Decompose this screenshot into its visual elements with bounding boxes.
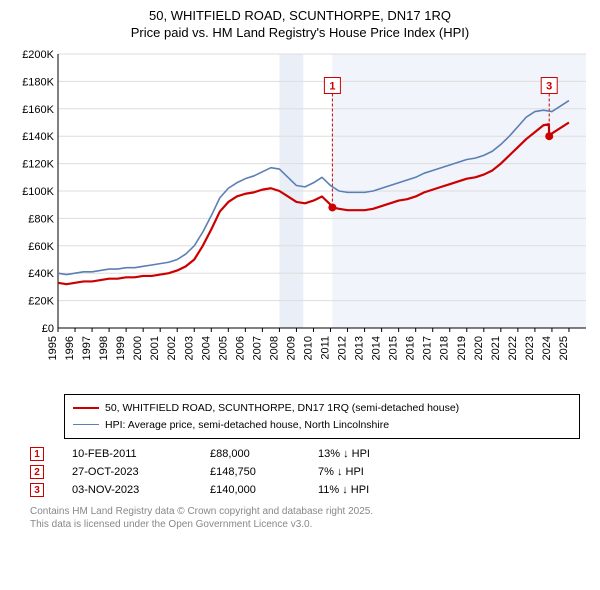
svg-text:£120K: £120K (22, 158, 54, 170)
svg-text:2007: 2007 (251, 336, 263, 360)
chart-area: £0 £20K £40K £60K £80K £100K £120K £140K £160K £1… (10, 48, 590, 388)
sale-date: 03-NOV-2023 (72, 484, 182, 496)
svg-text:1996: 1996 (64, 336, 76, 360)
sale-price: £88,000 (210, 448, 290, 460)
svg-text:£40K: £40K (28, 268, 54, 280)
svg-text:£160K: £160K (22, 104, 54, 116)
svg-text:2025: 2025 (558, 336, 570, 360)
svg-text:2008: 2008 (268, 336, 280, 360)
legend-item: 50, WHITFIELD ROAD, SCUNTHORPE, DN17 1RQ… (73, 400, 571, 417)
svg-text:2018: 2018 (439, 336, 451, 360)
sale-row: 3 03-NOV-2023 £140,000 11% ↓ HPI (30, 481, 580, 499)
svg-text:£140K: £140K (22, 131, 54, 143)
svg-text:2002: 2002 (166, 336, 178, 360)
legend-swatch (73, 424, 99, 425)
svg-text:2001: 2001 (149, 336, 161, 360)
svg-text:£180K: £180K (22, 76, 54, 88)
footer-line-2: This data is licensed under the Open Gov… (30, 519, 312, 530)
svg-text:2020: 2020 (473, 336, 485, 360)
svg-text:£100K: £100K (22, 186, 54, 198)
svg-text:2017: 2017 (422, 336, 434, 360)
svg-text:2024: 2024 (541, 336, 553, 360)
footer-attribution: Contains HM Land Registry data © Crown c… (30, 505, 580, 531)
svg-text:2003: 2003 (183, 336, 195, 360)
line-chart: £0 £20K £40K £60K £80K £100K £120K £140K £160K £1… (10, 48, 590, 388)
svg-text:2006: 2006 (234, 336, 246, 360)
svg-text:2011: 2011 (320, 336, 332, 360)
sale-marker-badge: 2 (30, 465, 44, 479)
sale-row: 1 10-FEB-2011 £88,000 13% ↓ HPI (30, 445, 580, 463)
title-line-1: 50, WHITFIELD ROAD, SCUNTHORPE, DN17 1RQ (149, 8, 451, 23)
sale-row: 2 27-OCT-2023 £148,750 7% ↓ HPI (30, 463, 580, 481)
svg-text:1997: 1997 (81, 336, 93, 360)
svg-text:2000: 2000 (132, 336, 144, 360)
svg-text:£60K: £60K (28, 241, 54, 253)
svg-text:2014: 2014 (371, 336, 383, 360)
sale-marker-badge: 3 (30, 483, 44, 497)
svg-text:£0: £0 (42, 323, 54, 335)
sale-price: £140,000 (210, 484, 290, 496)
sale-marker-badge: 1 (30, 447, 44, 461)
legend-swatch (73, 407, 99, 409)
svg-text:2004: 2004 (200, 336, 212, 360)
svg-text:2012: 2012 (337, 336, 349, 360)
sale-diff: 13% ↓ HPI (318, 448, 370, 460)
svg-text:£20K: £20K (28, 295, 54, 307)
legend-label: HPI: Average price, semi-detached house,… (105, 417, 389, 434)
svg-text:1: 1 (329, 80, 335, 92)
footer-line-1: Contains HM Land Registry data © Crown c… (30, 506, 373, 517)
sale-date: 10-FEB-2011 (72, 448, 182, 460)
title-line-2: Price paid vs. HM Land Registry's House … (131, 25, 469, 40)
svg-text:£200K: £200K (22, 49, 54, 61)
svg-text:2021: 2021 (490, 336, 502, 360)
svg-text:2009: 2009 (285, 336, 297, 360)
svg-text:2022: 2022 (507, 336, 519, 360)
svg-text:2013: 2013 (354, 336, 366, 360)
chart-title: 50, WHITFIELD ROAD, SCUNTHORPE, DN17 1RQ… (10, 8, 590, 42)
sale-diff: 11% ↓ HPI (318, 484, 369, 496)
svg-text:£80K: £80K (28, 213, 54, 225)
legend-label: 50, WHITFIELD ROAD, SCUNTHORPE, DN17 1RQ… (105, 400, 459, 417)
svg-text:2005: 2005 (217, 336, 229, 360)
svg-text:2015: 2015 (388, 336, 400, 360)
legend: 50, WHITFIELD ROAD, SCUNTHORPE, DN17 1RQ… (64, 394, 580, 440)
svg-text:2019: 2019 (456, 336, 468, 360)
legend-item: HPI: Average price, semi-detached house,… (73, 417, 571, 434)
svg-text:2016: 2016 (405, 336, 417, 360)
svg-text:1999: 1999 (115, 336, 127, 360)
sale-date: 27-OCT-2023 (72, 466, 182, 478)
svg-text:3: 3 (546, 80, 552, 92)
svg-text:1998: 1998 (98, 336, 110, 360)
sales-table: 1 10-FEB-2011 £88,000 13% ↓ HPI 2 27-OCT-2023… (30, 445, 580, 499)
svg-text:1995: 1995 (47, 336, 59, 360)
sale-price: £148,750 (210, 466, 290, 478)
svg-text:2023: 2023 (524, 336, 536, 360)
svg-text:2010: 2010 (302, 336, 314, 360)
sale-diff: 7% ↓ HPI (318, 466, 364, 478)
